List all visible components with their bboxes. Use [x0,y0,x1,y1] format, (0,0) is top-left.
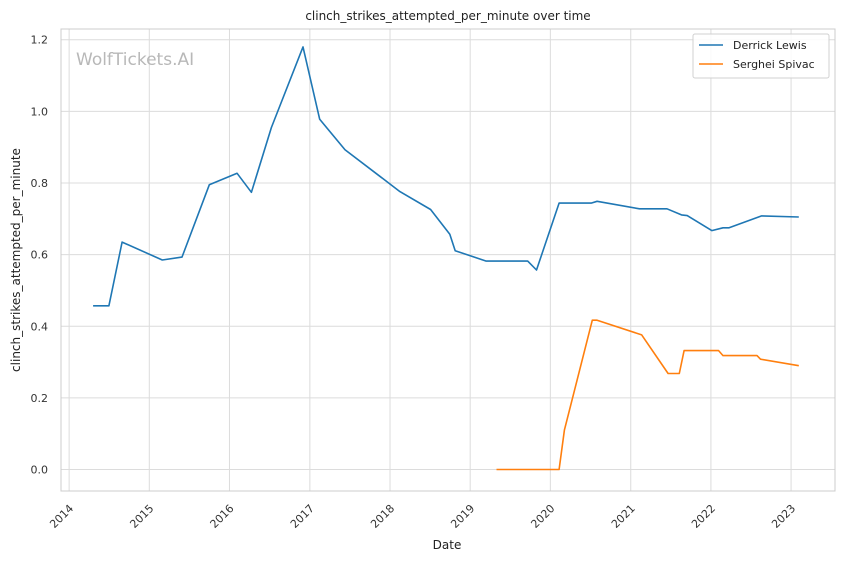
y-tick-label: 0.0 [31,464,49,477]
y-tick-label: 0.6 [31,249,49,262]
legend-label-derrick-lewis: Derrick Lewis [733,39,807,52]
y-tick-label: 1.0 [31,105,49,118]
series-line-serghei-spivac [496,319,799,471]
legend-box [692,33,830,79]
grid [61,29,835,491]
y-tick-label: 0.4 [31,320,49,333]
y-tick-label: 0.2 [31,392,49,405]
chart-title: clinch_strikes_attempted_per_minute over… [305,9,590,23]
legend: Derrick Lewis Serghei Spivac [692,33,830,79]
watermark: WolfTickets.AI [76,50,194,70]
legend-label-serghei-spivac: Serghei Spivac [733,58,815,71]
plot-frame [60,28,836,492]
y-axis-label: clinch_strikes_attempted_per_minute [9,148,23,372]
y-tick-label: 1.2 [31,34,49,47]
y-tick-label: 0.8 [31,177,49,190]
x-axis-label: Date [433,538,462,552]
series-layer [93,46,799,471]
series-line-derrick-lewis [93,46,799,307]
y-tick-labels: 0.0 0.2 0.4 0.6 0.8 1.0 1.2 [31,34,49,477]
